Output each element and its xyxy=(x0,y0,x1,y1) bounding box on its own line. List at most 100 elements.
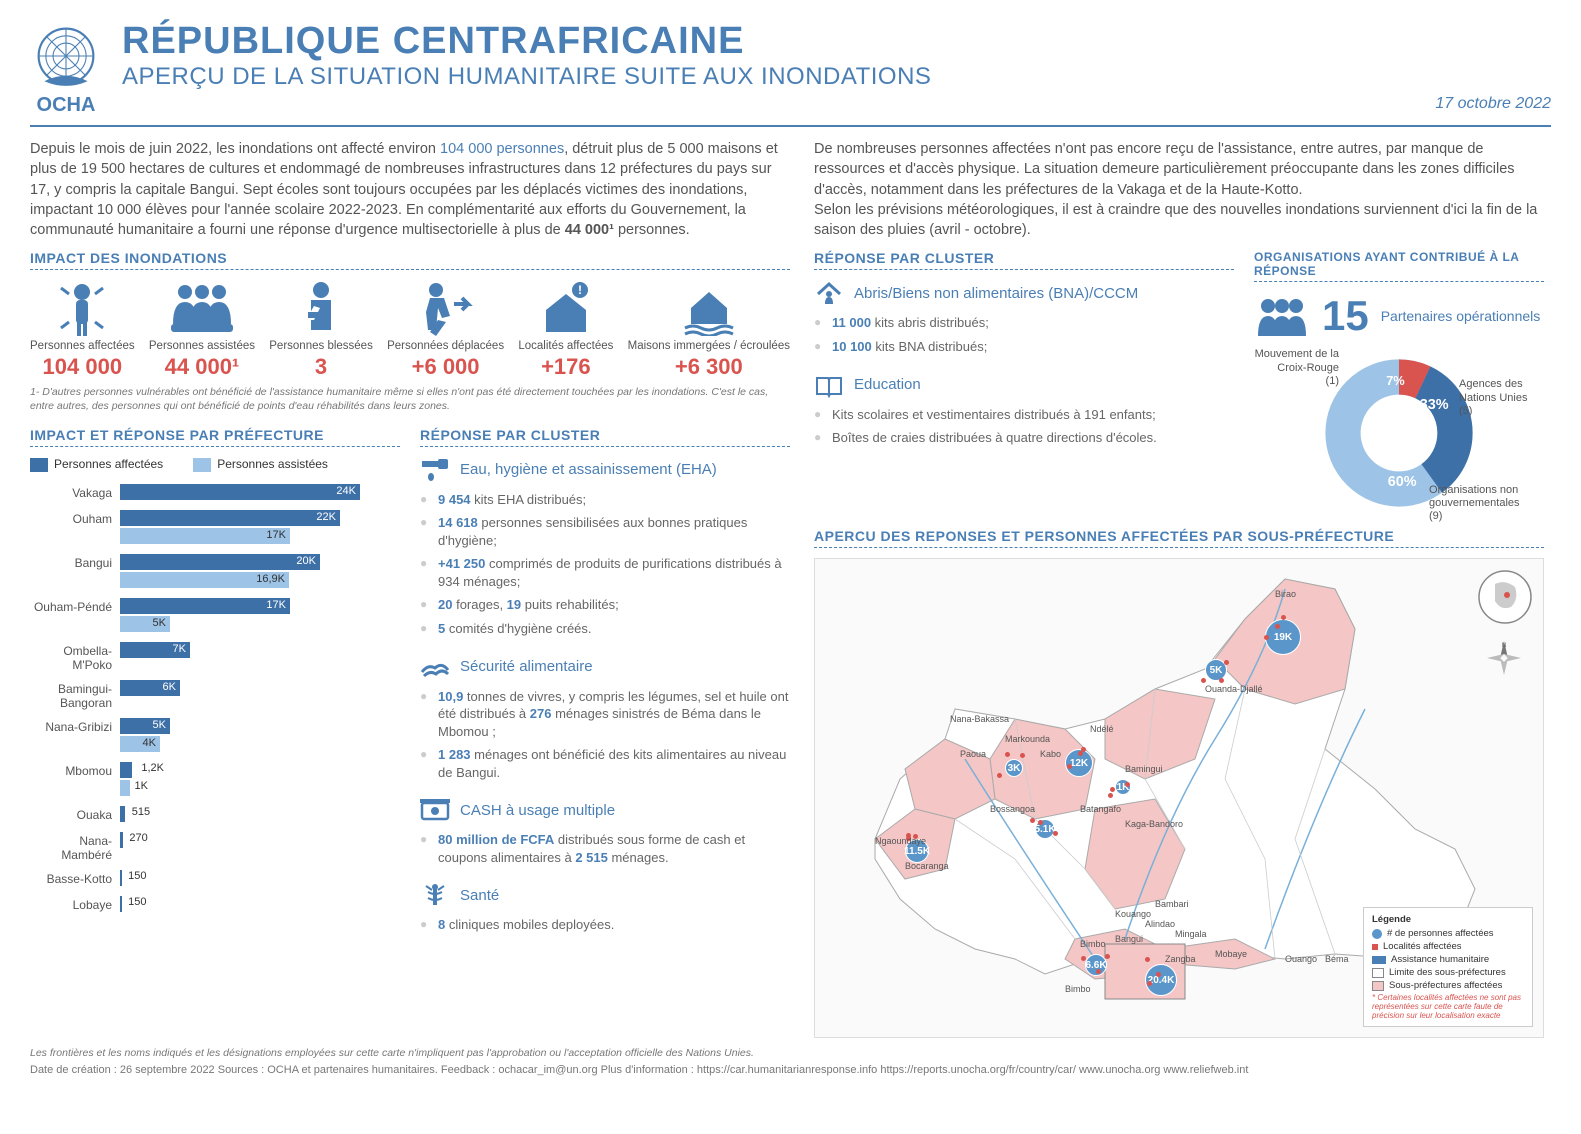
bar-label: Ouaka xyxy=(30,806,120,822)
globe-icon xyxy=(1477,569,1533,625)
stat-item: Maisons immergées / écroulées +6 300 xyxy=(628,280,790,380)
map-city-label: Kabo xyxy=(1040,749,1061,759)
section-pref-title: IMPACT ET RÉPONSE PAR PRÉFECTURE xyxy=(30,427,400,447)
map: N 19K5K12K3K1K5.1K11.5K6.6K20.4K BiraoOu… xyxy=(814,558,1544,1038)
map-red-dot xyxy=(1005,752,1010,757)
cluster-bullet: 10,9 tonnes de vivres, y compris les lég… xyxy=(420,688,790,741)
donut-label-un: Agences des Nations Unies(5) xyxy=(1459,378,1549,418)
bar-row: Ombella-M'Poko7K xyxy=(30,642,400,672)
cluster-bullet: 8 cliniques mobiles deployées. xyxy=(420,916,790,934)
bar-row: Ouham-Péndé17K 5K xyxy=(30,598,400,634)
map-city-label: Bocaranga xyxy=(905,861,949,871)
stat-value: 3 xyxy=(315,354,327,380)
locality-icon: ! xyxy=(538,280,594,336)
ocha-logo-block: OCHA xyxy=(30,20,102,117)
bar-assisted: 1K xyxy=(120,780,130,796)
bar-row: Mbomou1,2K1K xyxy=(30,762,400,798)
map-red-dot xyxy=(1081,956,1086,961)
compass-icon: N xyxy=(1485,639,1523,677)
title-block: RÉPUBLIQUE CENTRAFRICAINE APERÇU DE LA S… xyxy=(122,20,1415,91)
cluster-bullet: 10 100 kits BNA distribués; xyxy=(814,338,1234,356)
stat-value: +176 xyxy=(541,354,591,380)
education-icon xyxy=(814,372,844,398)
bar-affected: 150 xyxy=(120,896,122,912)
map-red-dot xyxy=(1096,969,1101,974)
stat-item: ! Localités affectées +176 xyxy=(518,280,613,380)
svg-text:!: ! xyxy=(578,283,582,297)
cluster-title: Santé xyxy=(460,887,499,904)
bar-label: Lobaye xyxy=(30,896,120,912)
orgs-column: ORGANISATIONS AYANT CONTRIBUÉ À LA RÉPON… xyxy=(1254,250,1544,518)
map-city-label: Kouango xyxy=(1115,909,1151,919)
map-city-label: Paoua xyxy=(960,749,986,759)
map-city-label: Bangui xyxy=(1115,934,1143,944)
legend-label: Personnes affectées xyxy=(54,457,163,471)
water-icon xyxy=(420,457,450,483)
partners-header: 15 Partenaires opérationnels xyxy=(1254,292,1544,340)
bar-assisted: 5K xyxy=(120,616,170,632)
bar-legend: Personnes affectées Personnes assistées xyxy=(30,457,400,472)
bar-affected: 22K xyxy=(120,510,340,526)
map-red-dot xyxy=(1201,678,1206,683)
cluster-block: Santé 8 cliniques mobiles deployées. xyxy=(420,882,790,934)
bar-affected: 20K xyxy=(120,554,320,570)
stat-label: Maisons immergées / écroulées xyxy=(628,340,790,352)
left-two-col: IMPACT ET RÉPONSE PAR PRÉFECTURE Personn… xyxy=(30,427,790,950)
cluster-head: Sécurité alimentaire xyxy=(420,654,790,680)
cluster-head: Education xyxy=(814,372,1234,398)
sub-title: APERÇU DE LA SITUATION HUMANITAIRE SUITE… xyxy=(122,63,1415,91)
map-red-dot xyxy=(1053,831,1058,836)
prefecture-column: IMPACT ET RÉPONSE PAR PRÉFECTURE Personn… xyxy=(30,427,400,950)
bar-affected: 7K xyxy=(120,642,190,658)
stat-item: Personnes blessées 3 xyxy=(269,280,373,380)
stat-value: +6 000 xyxy=(412,354,480,380)
house-flood-icon xyxy=(681,280,737,336)
donut-label-ngo: Organisations non gouvernementales(9) xyxy=(1429,484,1549,524)
intro-text: personnes. xyxy=(614,222,690,238)
stat-item: Personnes affectées 104 000 xyxy=(30,280,135,380)
legend-assisted: Personnes assistées xyxy=(193,457,328,472)
bar-assisted: 4K xyxy=(120,736,160,752)
header: OCHA RÉPUBLIQUE CENTRAFRICAINE APERÇU DE… xyxy=(30,20,1551,127)
bar-label: Ouham xyxy=(30,510,120,526)
intro-right: De nombreuses personnes affectées n'ont … xyxy=(814,139,1544,240)
issue-date: 17 octobre 2022 xyxy=(1435,95,1551,113)
stat-label: Personnes blessées xyxy=(269,340,373,352)
map-legend-title: Légende xyxy=(1372,914,1524,925)
cluster-bullet: 20 forages, 19 puits rehabilités; xyxy=(420,596,790,614)
map-city-label: Alindao xyxy=(1145,919,1175,929)
bar-label: Ouham-Péndé xyxy=(30,598,120,614)
intro-left: Depuis le mois de juin 2022, les inondat… xyxy=(30,139,790,240)
svg-text:N: N xyxy=(1502,643,1506,649)
map-city-label: Béma xyxy=(1325,954,1349,964)
cluster-block: Education Kits scolaires et vestimentair… xyxy=(814,372,1234,447)
map-city-label: Markounda xyxy=(1005,734,1050,744)
cluster-bullet: 1 283 ménages ont bénéficié des kits ali… xyxy=(420,746,790,781)
section-impact-title: IMPACT DES INONDATIONS xyxy=(30,250,790,270)
people-icon xyxy=(1254,296,1310,336)
cluster-block: Sécurité alimentaire 10,9 tonnes de vivr… xyxy=(420,654,790,782)
bar-row: Lobaye150 xyxy=(30,896,400,914)
stats-footnote: 1- D'autres personnes vulnérables ont bé… xyxy=(30,386,790,412)
bar-label: Nana-Gribizi xyxy=(30,718,120,734)
shelter-icon xyxy=(814,280,844,306)
cluster-head: Santé xyxy=(420,882,790,908)
bar-label: Bangui xyxy=(30,554,120,570)
bar-row: Vakaga24K xyxy=(30,484,400,502)
people-assisted-icon xyxy=(167,280,237,336)
map-red-dot xyxy=(1067,764,1072,769)
stat-value: 104 000 xyxy=(43,354,123,380)
map-red-dot xyxy=(1125,782,1130,787)
cluster-bullet: Boîtes de craies distribuées à quatre di… xyxy=(814,429,1234,447)
footer-meta: Date de création : 26 septembre 2022 Sou… xyxy=(30,1063,1551,1078)
bar-affected: 270 xyxy=(120,832,123,848)
body: Depuis le mois de juin 2022, les inondat… xyxy=(30,139,1551,1038)
bar-affected: 17K xyxy=(120,598,290,614)
intro-text: Depuis le mois de juin 2022, les inondat… xyxy=(30,141,440,157)
cluster-head: Eau, hygiène et assainissement (EHA) xyxy=(420,457,790,483)
cluster-title: CASH à usage multiple xyxy=(460,802,615,819)
bar-label: Vakaga xyxy=(30,484,120,500)
bar-assisted: 16,9K xyxy=(120,572,289,588)
bar-row: Nana-Mambéré270 xyxy=(30,832,400,862)
cluster-bullet: 11 000 kits abris distribués; xyxy=(814,314,1234,332)
